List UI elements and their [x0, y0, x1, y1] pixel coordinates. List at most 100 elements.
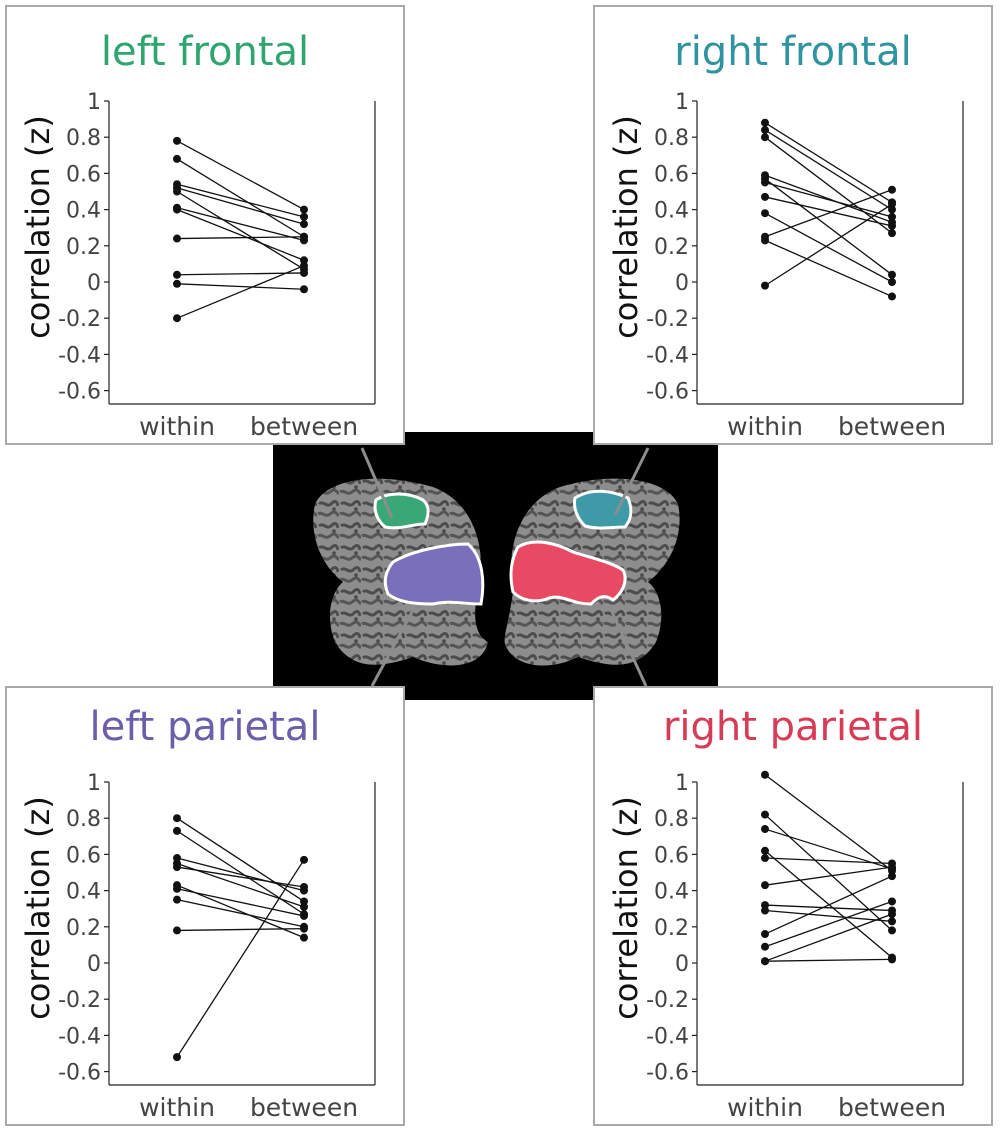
between-point [888, 872, 896, 881]
subject-line [764, 181, 893, 218]
x-tick-label: between [838, 412, 946, 441]
subject-line [764, 866, 893, 886]
between-point [300, 205, 308, 214]
subject-line [764, 129, 893, 211]
between-point [888, 229, 896, 238]
between-point [888, 863, 896, 872]
subject-line [764, 774, 893, 872]
within-point [173, 270, 181, 279]
subject-line [176, 830, 305, 915]
right-parietal-region [509, 540, 627, 606]
between-point [888, 185, 896, 194]
y-tick-label: 0.8 [654, 807, 689, 832]
within-point [173, 884, 181, 893]
within-point [761, 125, 769, 134]
y-tick-label: 1 [675, 771, 689, 796]
y-tick-label: 0.8 [66, 807, 101, 832]
y-tick-label: 0.2 [66, 235, 101, 260]
within-point [761, 942, 769, 951]
y-tick-label: 0.4 [654, 880, 689, 905]
y-tick-label: -0.2 [58, 307, 101, 332]
between-point [888, 278, 896, 286]
between-point [888, 917, 896, 926]
subject-line [176, 207, 305, 241]
subject-line [764, 196, 893, 227]
plot-area: 1 0.8 0.6 0.4 0.2 0 -0.2 -0.4 -0.6 within between [646, 90, 964, 441]
within-point [761, 854, 769, 863]
subject-line [764, 875, 893, 935]
x-tick-label: within [727, 1093, 803, 1122]
right-frontal-region [573, 489, 633, 530]
chart-panel-left-frontal: left frontal correlation (z) 1 0.8 0.6 0.4 0… [5, 5, 405, 445]
within-point [761, 930, 769, 939]
y-tick-label: 0.6 [654, 162, 689, 187]
between-point [888, 292, 896, 301]
subject-line [176, 236, 305, 240]
subject-line [764, 857, 893, 865]
between-point [888, 955, 896, 964]
y-tick-label: -0.2 [58, 988, 101, 1013]
chart-title: left parietal [90, 704, 321, 750]
within-point [173, 279, 181, 288]
plot-area: 1 0.8 0.6 0.4 0.2 0 -0.2 -0.4 -0.6 within between [58, 771, 376, 1122]
x-tick-label: within [139, 1093, 215, 1122]
y-tick-label: -0.4 [646, 343, 689, 368]
within-point [761, 178, 769, 187]
y-tick-label: 0.6 [654, 843, 689, 868]
y-tick-label: -0.6 [58, 380, 101, 405]
subject-line [176, 859, 305, 1058]
within-point [761, 118, 769, 127]
subject-line [764, 900, 893, 948]
x-tick-label: within [139, 412, 215, 441]
left-frontal-region [373, 492, 430, 530]
plot-area: 1 0.8 0.6 0.4 0.2 0 -0.2 -0.4 -0.6 within between [58, 90, 376, 441]
chart-title: right parietal [663, 704, 923, 750]
between-point [300, 911, 308, 920]
within-point [761, 281, 769, 290]
y-tick-label: 0.6 [66, 162, 101, 187]
y-tick-label: -0.4 [58, 1024, 101, 1049]
left-parietal-region [383, 542, 485, 606]
between-point [888, 897, 896, 906]
brain-surface-image [273, 432, 718, 700]
within-point [761, 192, 769, 201]
subject-line [176, 817, 305, 903]
subject-line [764, 958, 893, 962]
between-point [888, 221, 896, 230]
within-point [173, 205, 181, 214]
y-tick-label: 1 [87, 90, 101, 115]
subject-line [176, 283, 305, 290]
within-point [173, 826, 181, 835]
within-point [761, 770, 769, 779]
subject-line [764, 174, 893, 223]
subject-line [176, 265, 305, 319]
subject-line [176, 888, 305, 917]
y-tick-label: 0.4 [66, 199, 101, 224]
within-point [761, 846, 769, 855]
subject-line [176, 857, 305, 892]
y-tick-label: 0 [675, 952, 689, 977]
within-point [761, 810, 769, 819]
between-point [300, 261, 308, 270]
subject-line [764, 189, 893, 238]
within-point [173, 814, 181, 823]
subject-line [176, 899, 305, 928]
within-point [173, 136, 181, 145]
y-tick-label: 0.2 [654, 235, 689, 260]
within-point [761, 209, 769, 218]
subject-line [764, 913, 893, 962]
subject-line [176, 187, 305, 225]
subject-line [764, 239, 893, 298]
within-point [761, 957, 769, 966]
within-point [173, 314, 181, 323]
within-point [761, 906, 769, 915]
chart-panel-left-parietal: left parietal correlation (z) 1 0.8 0.6 0.4… [5, 686, 405, 1126]
subject-line [176, 208, 305, 261]
subject-line [176, 140, 305, 211]
y-tick-label: -0.6 [58, 1061, 101, 1086]
between-point [300, 882, 308, 891]
y-tick-label: 0.2 [654, 916, 689, 941]
within-point [761, 825, 769, 834]
x-tick-label: between [250, 412, 358, 441]
subject-line [176, 272, 305, 276]
